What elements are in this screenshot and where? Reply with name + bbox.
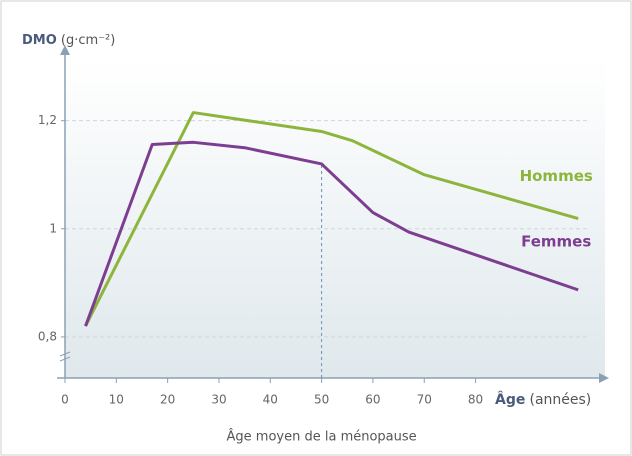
x-tick-label: 60: [365, 393, 380, 407]
x-tick-label: 80: [468, 393, 483, 407]
annotation-text: Âge moyen de la ménopause: [227, 429, 417, 445]
x-tick-label: 50: [314, 393, 329, 407]
x-label: Âge (années): [495, 391, 591, 408]
x-tick-label: 40: [263, 393, 278, 407]
plot-background: [65, 60, 605, 378]
x-tick-label: 10: [109, 393, 124, 407]
y-tick-label: 1,2: [38, 113, 57, 127]
x-tick-label: 70: [417, 393, 432, 407]
series-label: Hommes: [520, 167, 593, 185]
x-arrow: [599, 373, 609, 383]
y-arrow: [60, 45, 70, 55]
line: [84, 140, 579, 327]
x-tick-label: 20: [160, 393, 175, 407]
y-tick-label: 1: [49, 221, 57, 235]
x-tick-label: 0: [61, 393, 69, 407]
y-tick-label: 0,8: [38, 329, 57, 343]
series-label: Femmes: [521, 232, 591, 250]
x-tick-label: 30: [211, 393, 226, 407]
axis-break: [59, 351, 71, 362]
line: [84, 111, 579, 327]
y-label: DMO (g·cm⁻²): [22, 33, 115, 48]
